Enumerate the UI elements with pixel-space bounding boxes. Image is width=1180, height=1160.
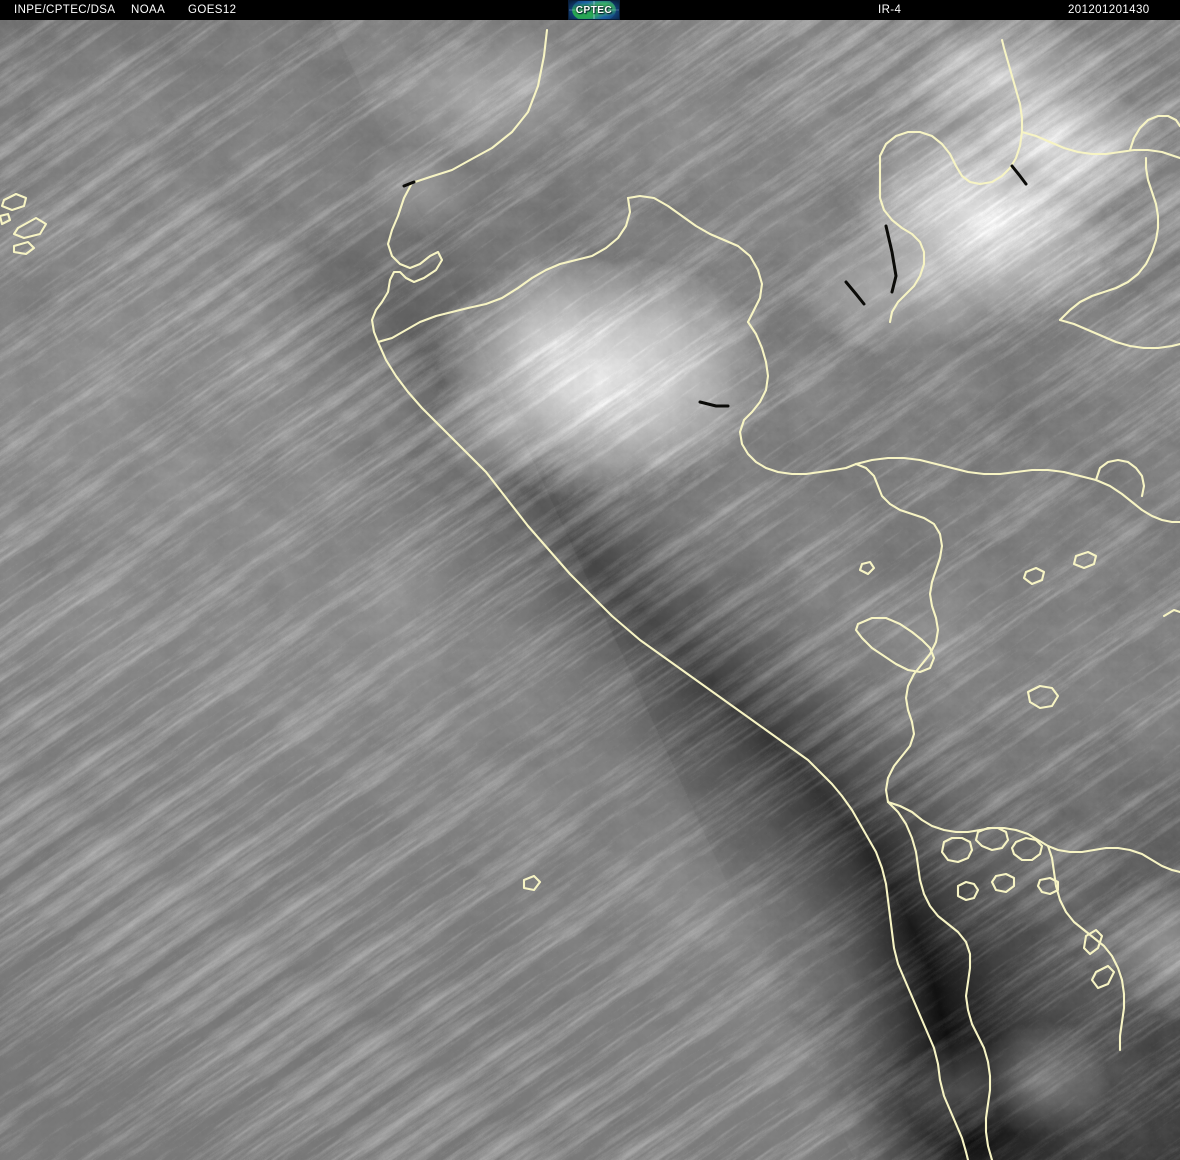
dark-accent-amazon-river: [884, 224, 898, 294]
lake-outline-7: [1082, 928, 1104, 956]
coast-ecuador-colombia: [370, 181, 444, 344]
border-brazil-far-east: [1162, 608, 1180, 618]
globe-gridlines: [569, 1, 619, 19]
header-agency-label: INPE/CPTEC/DSA: [14, 4, 116, 16]
border-colombia-west-block: [878, 154, 926, 324]
border-bolivia-chile-west: [886, 800, 1180, 874]
border-brazil-amazon-line: [1058, 156, 1160, 322]
lake-outline-5: [990, 872, 1016, 894]
lake-outline-8: [1090, 964, 1116, 990]
lake-outline-4: [956, 880, 980, 902]
lake-outline-6: [1036, 876, 1060, 896]
border-brazil-mid: [1058, 318, 1180, 350]
cptec-logo-icon: CPTEC: [568, 0, 620, 20]
small-lake-center: [522, 874, 542, 892]
dark-accent-amazon-mouth: [1010, 164, 1028, 186]
dark-accent-peru-river: [698, 400, 730, 408]
image-header-bar: INPE/CPTEC/DSA NOAA GOES12 IR-4 20120120…: [0, 0, 1180, 20]
border-peru-north-east: [738, 320, 858, 476]
globe-graphic: [572, 1, 616, 19]
border-bolivia-brazil-north: [854, 456, 1180, 524]
border-ecuador-colombia-north: [626, 194, 764, 324]
header-satellite-label: GOES12: [188, 4, 237, 16]
border-ecuador: [410, 28, 549, 185]
coast-peru: [376, 340, 970, 1160]
political-boundaries-overlay: [0, 28, 1180, 1160]
lake-outline-3: [1010, 836, 1044, 862]
header-provider-label: NOAA: [131, 4, 166, 16]
galapagos-island-3: [12, 240, 36, 256]
border-bolivia-brazil-spur: [1094, 458, 1146, 498]
small-lake-brazil-1: [1072, 550, 1098, 570]
border-argentina-southeast: [1046, 844, 1126, 1052]
dark-water-accents: [402, 164, 1028, 408]
border-ecuador-peru: [376, 196, 632, 344]
lake-outline-2: [974, 826, 1010, 852]
border-peru-bolivia: [854, 462, 944, 804]
satellite-image-canvas: [0, 20, 1180, 1160]
small-lake-peru: [858, 560, 876, 576]
small-lake-brazil-2: [1022, 566, 1046, 586]
small-lake-brazil-3: [1026, 684, 1060, 710]
header-timestamp-label: 201201201430: [1068, 4, 1150, 16]
cptec-logo-text: CPTEC: [575, 5, 613, 16]
border-colombia-brazil: [878, 38, 1024, 186]
border-brazil-north-2: [1128, 114, 1180, 152]
infrared-cloud-field: [0, 20, 1180, 1160]
galapagos-island-4: [0, 212, 12, 226]
lake-titicaca-outline: [854, 616, 936, 674]
lake-outline-1: [940, 836, 974, 864]
galapagos-island-1: [0, 192, 28, 212]
header-channel-label: IR-4: [878, 4, 902, 16]
dark-accent-rio-negro: [844, 280, 866, 306]
border-chile-argentina: [886, 800, 994, 1160]
dark-accent-ecuador-bay: [402, 180, 416, 188]
border-brazil-north-1: [1020, 130, 1180, 160]
galapagos-island-2: [12, 216, 48, 240]
